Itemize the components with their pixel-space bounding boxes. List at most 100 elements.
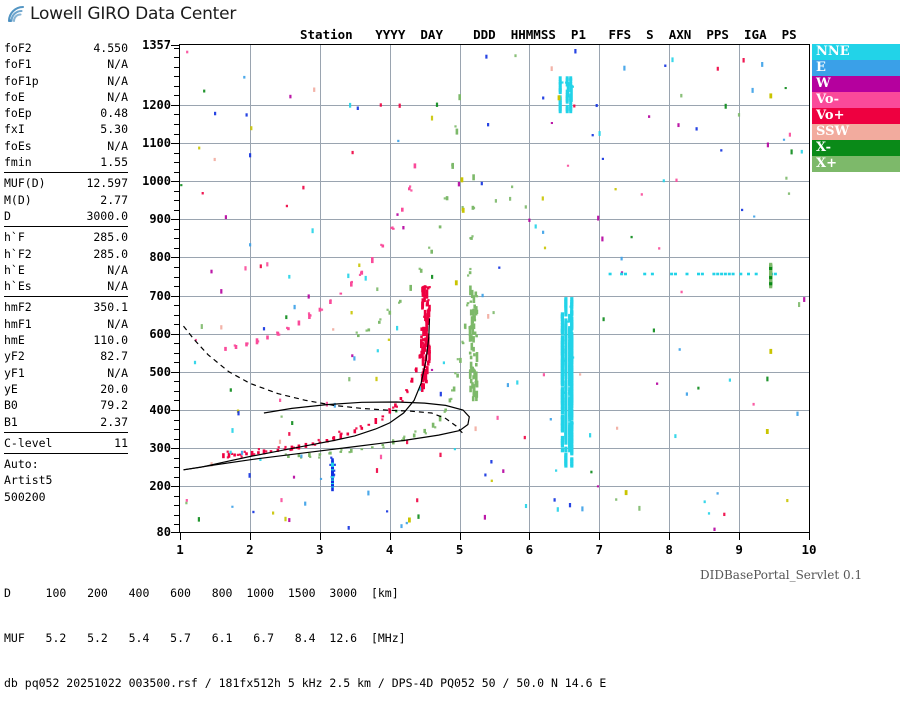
y-tick-minor xyxy=(174,419,179,421)
param-row: fxI 5.30 xyxy=(4,121,128,137)
y-tick-label: 1357 xyxy=(142,38,171,52)
param-row: foEs N/A xyxy=(4,138,128,154)
param-row: h`E N/A xyxy=(4,262,128,278)
param-row: foE N/A xyxy=(4,89,128,105)
legend-item-x[interactable]: X- xyxy=(812,140,900,156)
legend-item-vo[interactable]: Vo- xyxy=(812,92,900,108)
y-tick-label: 1000 xyxy=(142,174,171,189)
x-tick-label: 7 xyxy=(595,542,604,557)
param-group-frequencies: foF2 4.550 foF1 N/A foF1p N/A foE N/A foEp 0.… xyxy=(4,40,128,170)
param-key: C-level xyxy=(4,435,53,450)
param-row: MUF(D) 12.597 xyxy=(4,175,128,191)
param-row: foF2 4.550 xyxy=(4,40,128,56)
param-key: h`E xyxy=(4,262,25,277)
y-tick-minor xyxy=(174,495,179,497)
x-tick-label: 2 xyxy=(246,542,254,557)
divider xyxy=(4,453,128,455)
param-key: foF1p xyxy=(4,73,39,88)
x-tick-label: 4 xyxy=(385,542,394,557)
y-tick-minor xyxy=(174,76,179,78)
y-tick-label: 900 xyxy=(149,212,171,227)
param-key: B0 xyxy=(4,398,18,413)
footer-info: D 100 200 400 600 800 1000 1500 3000 [km… xyxy=(4,556,606,706)
param-row: B0 79.2 xyxy=(4,397,128,413)
param-row: hmE 110.0 xyxy=(4,332,128,348)
param-row: B1 2.37 xyxy=(4,414,128,430)
brand-title: Lowell GIRO Data Center xyxy=(30,4,237,24)
y-tick-minor xyxy=(174,171,179,173)
y-tick-minor xyxy=(174,400,179,402)
y-tick-minor xyxy=(174,352,179,354)
param-key: yF1 xyxy=(4,365,25,380)
x-tick xyxy=(739,533,741,540)
station-header-columns: Station YYYY DAY DDD HHMMSS P1 FFS S AXN… xyxy=(300,27,797,42)
param-key: foEp xyxy=(4,106,32,121)
y-tick-minor xyxy=(174,429,179,430)
ionogram-plot[interactable] xyxy=(179,44,810,533)
param-group-profile: hmF2 350.1 hmF1 N/A hmE 110.0 yF2 82.7 yF1 N/… xyxy=(4,299,128,429)
y-tick-minor xyxy=(174,467,179,469)
param-value: 0.48 xyxy=(100,106,128,121)
x-tick xyxy=(389,533,391,540)
auto-version: 500200 xyxy=(4,489,46,504)
x-tick-label: 3 xyxy=(316,542,324,557)
y-tick-minor xyxy=(174,238,179,240)
param-key: h`Es xyxy=(4,279,32,294)
y-tick-minor xyxy=(174,505,179,507)
param-value: 12.597 xyxy=(86,176,128,191)
legend-item-x[interactable]: X+ xyxy=(812,156,900,172)
param-value: 2.37 xyxy=(100,414,128,429)
param-key: D xyxy=(4,208,11,223)
y-tick-minor xyxy=(174,362,179,364)
plot-data-layer xyxy=(180,49,806,531)
y-tick-minor xyxy=(174,133,179,135)
y-tick-minor xyxy=(174,276,179,278)
y-tick-minor xyxy=(174,476,179,478)
x-tick xyxy=(599,533,601,540)
x-tick xyxy=(319,533,321,540)
x-tick-label: 1 xyxy=(176,542,184,557)
y-tick-minor xyxy=(174,123,179,125)
brand-logo-group: Lowell GIRO Data Center xyxy=(6,4,236,24)
param-key: B1 xyxy=(4,414,18,429)
param-key: hmF1 xyxy=(4,316,32,331)
y-tick xyxy=(171,181,179,183)
y-tick xyxy=(171,104,179,106)
param-key: h`F2 xyxy=(4,246,32,261)
y-tick xyxy=(171,143,179,144)
y-axis: 1357 1200 1100 1000 900 800 700 600 500 … xyxy=(129,38,179,539)
footer-muf-row: MUF 5.2 5.2 5.4 5.7 6.1 6.7 8.4 12.6 [MH… xyxy=(4,631,406,645)
y-tick-label: 200 xyxy=(149,479,171,494)
x-tick xyxy=(249,533,251,540)
param-row: h`F2 285.0 xyxy=(4,246,128,262)
param-key: h`F xyxy=(4,230,25,245)
legend-item-vo[interactable]: Vo+ xyxy=(812,108,900,124)
x-tick xyxy=(809,533,810,540)
param-value: 20.0 xyxy=(100,381,128,396)
legend-item-w[interactable]: W xyxy=(812,76,900,92)
param-value: N/A xyxy=(107,262,128,277)
y-tick-label: 500 xyxy=(149,364,171,379)
y-tick-minor xyxy=(174,85,179,87)
param-value: 82.7 xyxy=(100,349,128,364)
y-tick-minor xyxy=(174,438,179,440)
y-tick-minor xyxy=(174,286,179,287)
legend-item-ssw[interactable]: SSW xyxy=(812,124,900,140)
y-tick xyxy=(171,486,179,488)
wifi-waves-icon xyxy=(6,4,28,24)
param-key: M(D) xyxy=(4,192,32,207)
legend-item-e[interactable]: E xyxy=(812,60,900,76)
y-tick-minor xyxy=(174,247,179,249)
y-tick-minor xyxy=(174,57,179,59)
param-row: D 3000.0 xyxy=(4,208,128,224)
x-tick xyxy=(669,533,671,540)
y-tick xyxy=(171,371,179,373)
param-value: N/A xyxy=(107,316,128,331)
y-tick-label: 300 xyxy=(149,441,171,456)
y-tick-minor xyxy=(174,95,179,97)
legend-item-nne[interactable]: NNE xyxy=(812,44,900,60)
param-value: 11 xyxy=(114,435,128,450)
y-tick-minor xyxy=(174,267,179,268)
y-tick-minor xyxy=(174,314,179,316)
y-tick-minor xyxy=(174,305,179,307)
